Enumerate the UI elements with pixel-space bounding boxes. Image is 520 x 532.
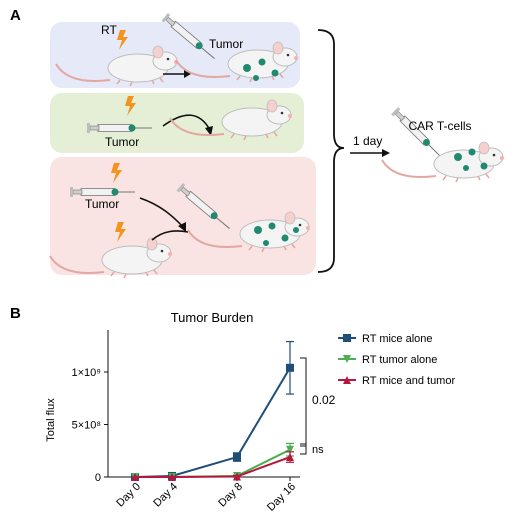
mouse-icon: [381, 141, 505, 183]
data-point: [286, 453, 294, 462]
tumor-red-label: Tumor: [85, 197, 119, 211]
arrow-head: [178, 222, 186, 232]
car-t-cells-label: CAR T-cells: [408, 119, 471, 133]
x-tick-label: Day 4: [151, 481, 180, 510]
panel-b: B Tumor Burden Total flux 0 5×10⁸ 1×10⁹ Da…: [10, 305, 455, 514]
legend: RT mice alone RT tumor alone RT mice and t…: [338, 333, 455, 387]
data-point: [343, 355, 351, 363]
data-point: [286, 363, 294, 372]
data-point: [168, 473, 176, 481]
curved-arrow: [151, 230, 189, 241]
data-point: [343, 376, 351, 384]
brace: [317, 29, 345, 273]
panel-a-label: A: [10, 7, 21, 24]
one-day-label: 1 day: [353, 134, 382, 148]
arrow-head: [205, 126, 213, 136]
syringe-icon: [390, 106, 445, 161]
tumor-spots: [243, 58, 279, 81]
data-point: [233, 453, 241, 462]
series-layer: [131, 340, 294, 481]
y-tick-label: 5×10⁸: [72, 420, 101, 432]
arrow-head: [184, 70, 191, 78]
tumor-spots: [454, 148, 488, 171]
tumor-top-label: Tumor: [209, 37, 243, 51]
rt-label: RT: [101, 23, 117, 37]
arrow-head: [382, 149, 390, 157]
curved-arrow: [162, 114, 211, 131]
chart-title: Tumor Burden: [171, 310, 254, 325]
y-ticks: 0 5×10⁸ 1×10⁹: [72, 367, 108, 484]
x-ticks: Day 0 Day 4 Day 8 Day 16: [114, 477, 298, 514]
red-condition-box: [50, 157, 316, 275]
data-point: [286, 445, 294, 454]
data-point: [131, 473, 139, 481]
legend-label: RT tumor alone: [362, 354, 437, 366]
legend-label: RT mice and tumor: [362, 375, 455, 387]
tumor-green-label: Tumor: [105, 135, 139, 149]
significance-label-top: 0.02: [312, 393, 336, 407]
significance-bracket-top: [300, 357, 307, 447]
significance-bracket-bottom: [300, 443, 307, 455]
y-tick-label: 0: [95, 472, 101, 484]
green-condition-box: [50, 93, 304, 153]
x-tick-label: Day 8: [216, 481, 245, 510]
x-tick-label: Day 0: [114, 481, 143, 510]
panel-b-label: B: [10, 305, 21, 322]
data-point: [233, 472, 241, 481]
panel-a: A RT Tumor Tumor Tumor: [10, 7, 505, 279]
series-line: [135, 456, 291, 478]
legend-label: RT mice alone: [362, 333, 433, 345]
tumor-spots: [254, 222, 299, 246]
data-point: [343, 334, 351, 342]
x-tick-label: Day 16: [265, 481, 298, 514]
chart-axes: [107, 330, 300, 478]
y-tick-label: 1×10⁹: [72, 367, 102, 379]
y-axis-label: Total flux: [45, 398, 57, 442]
significance-label-bottom: ns: [312, 444, 324, 456]
